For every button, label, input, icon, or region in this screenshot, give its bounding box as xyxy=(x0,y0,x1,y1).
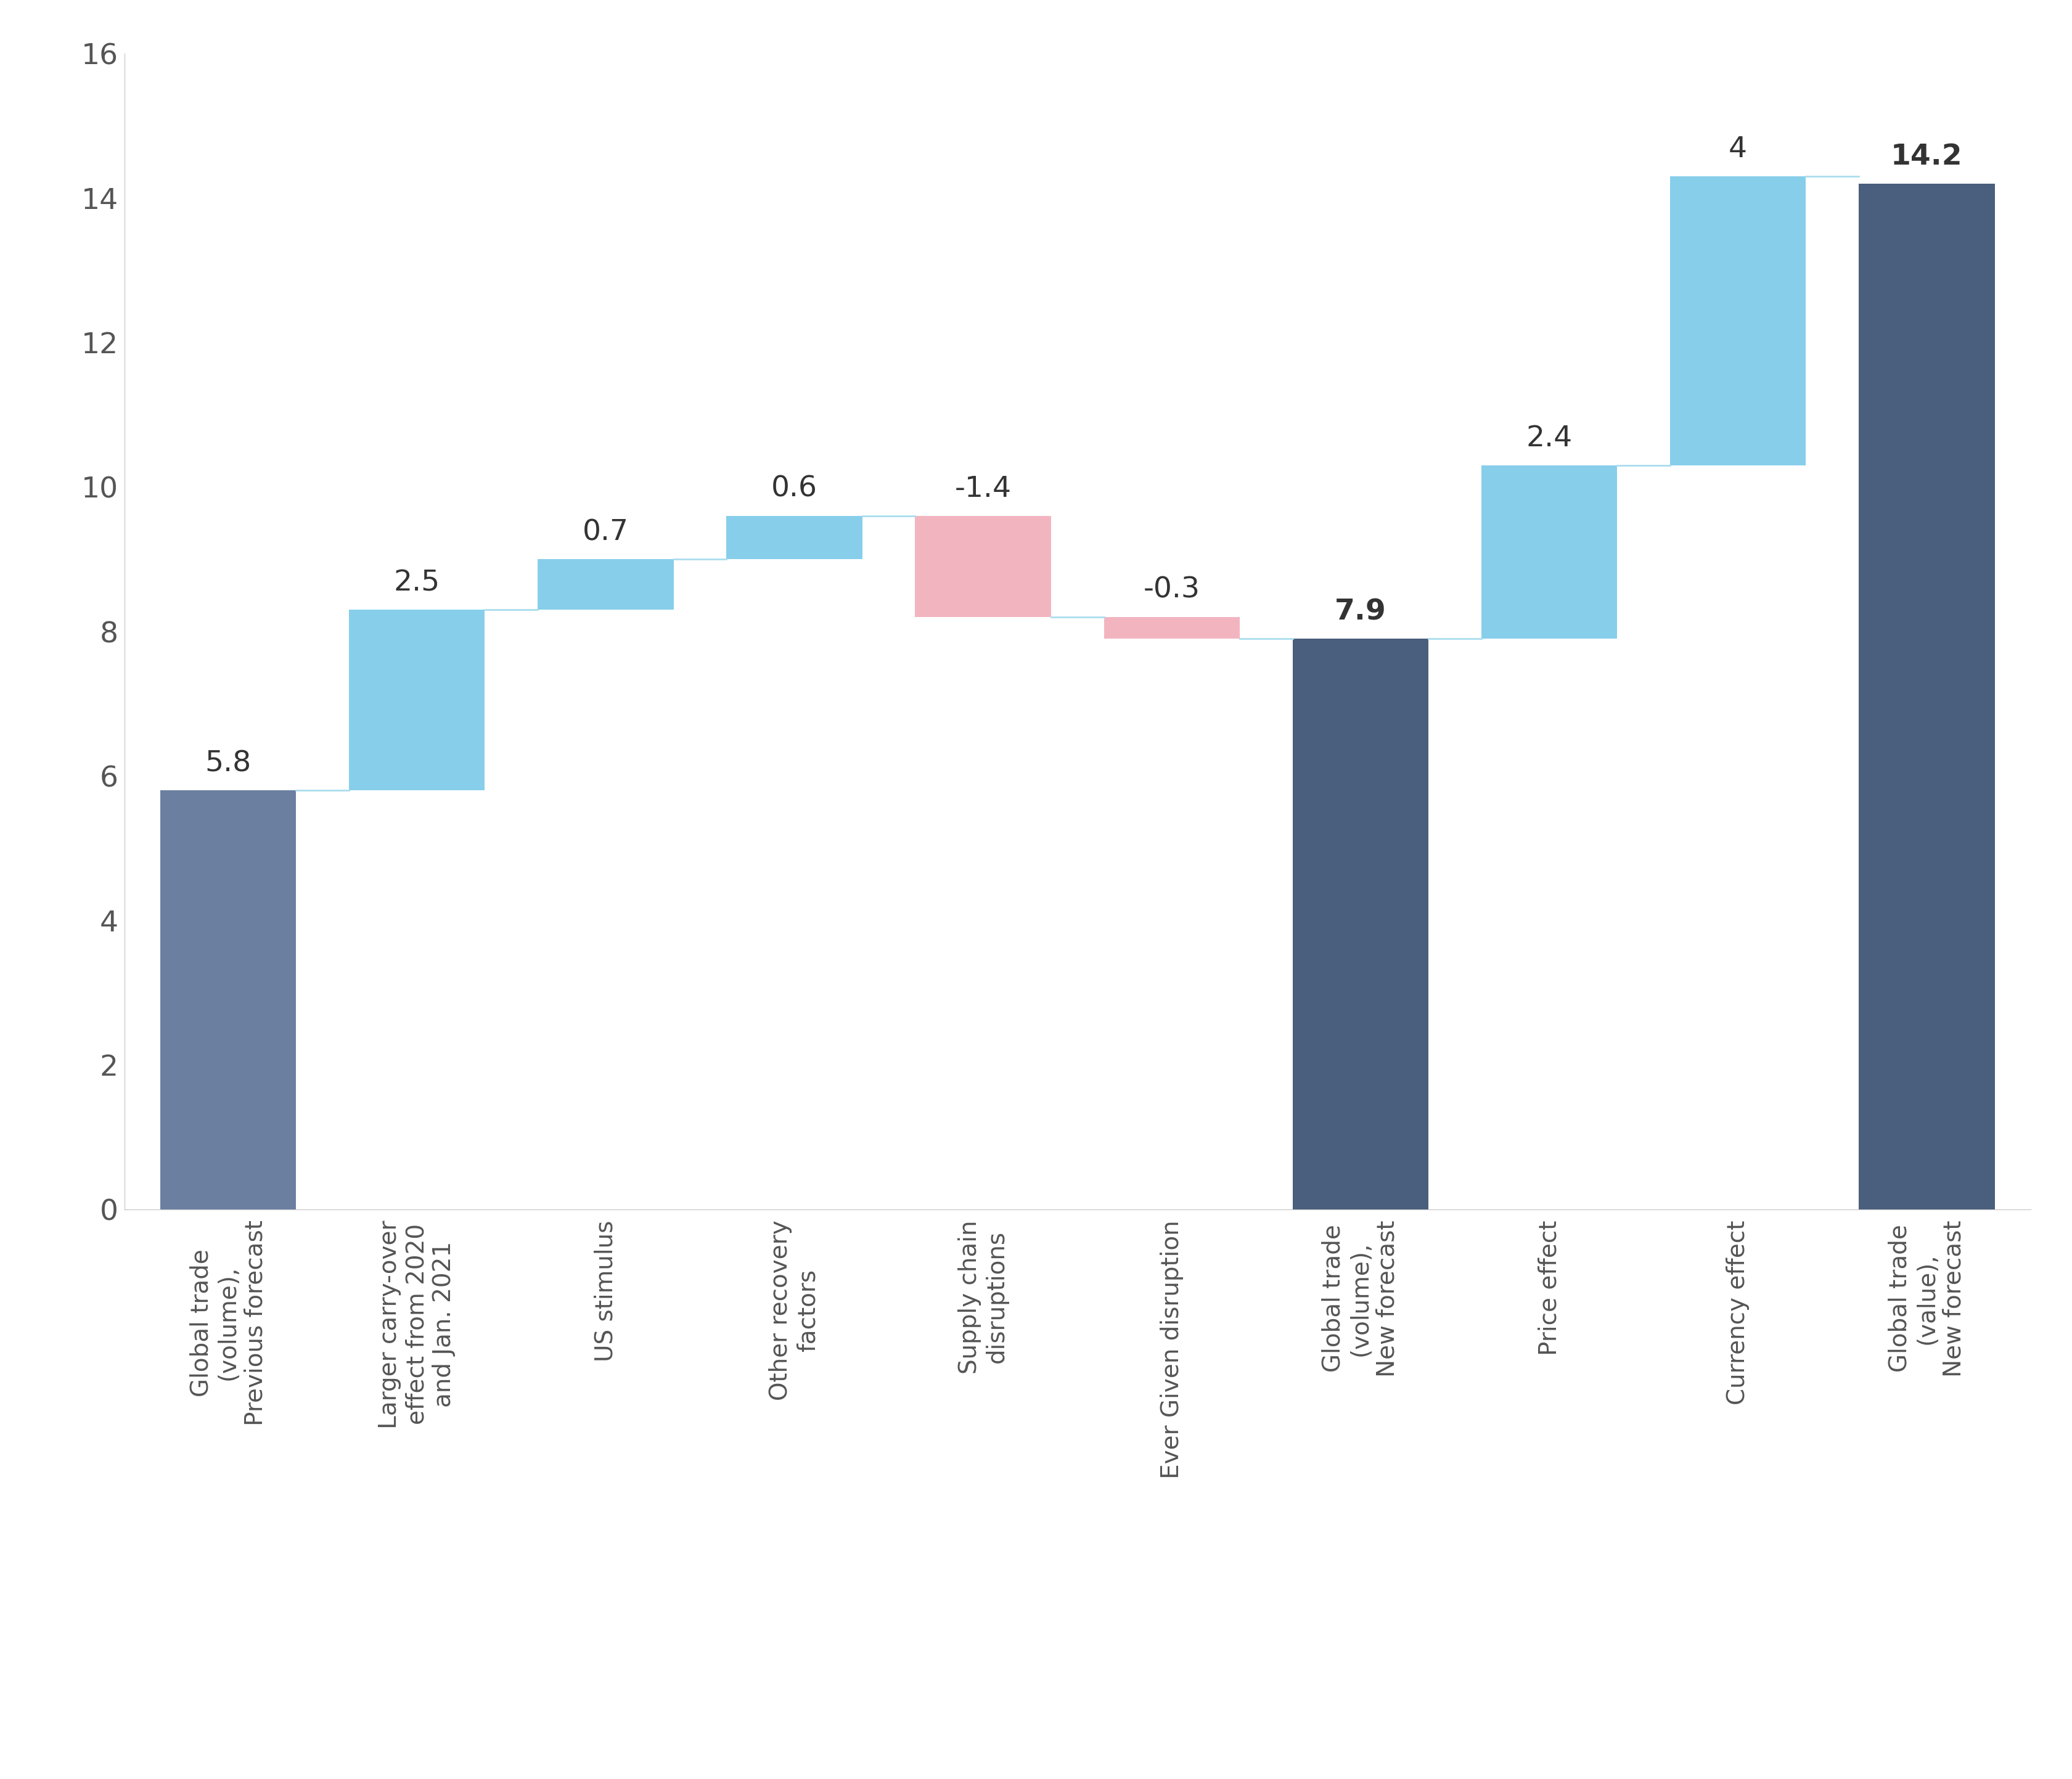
Bar xyxy=(727,516,862,559)
Bar xyxy=(1670,176,1807,466)
Text: 7.9: 7.9 xyxy=(1334,598,1386,626)
Text: 5.8: 5.8 xyxy=(205,749,251,777)
Bar xyxy=(348,610,485,790)
Bar xyxy=(916,516,1051,617)
Bar xyxy=(1481,466,1618,639)
Text: 2.5: 2.5 xyxy=(394,569,439,596)
Text: 14.2: 14.2 xyxy=(1892,142,1962,171)
Text: 4: 4 xyxy=(1728,135,1747,164)
Bar xyxy=(537,559,673,610)
Bar xyxy=(1293,639,1428,1210)
Text: 0.6: 0.6 xyxy=(771,475,818,503)
Text: 0.7: 0.7 xyxy=(582,518,628,546)
Text: 2.4: 2.4 xyxy=(1527,425,1573,452)
Bar xyxy=(160,790,296,1210)
Bar xyxy=(1859,183,1995,1210)
Bar xyxy=(1104,617,1239,639)
Text: -0.3: -0.3 xyxy=(1144,576,1200,605)
Text: -1.4: -1.4 xyxy=(955,475,1011,503)
